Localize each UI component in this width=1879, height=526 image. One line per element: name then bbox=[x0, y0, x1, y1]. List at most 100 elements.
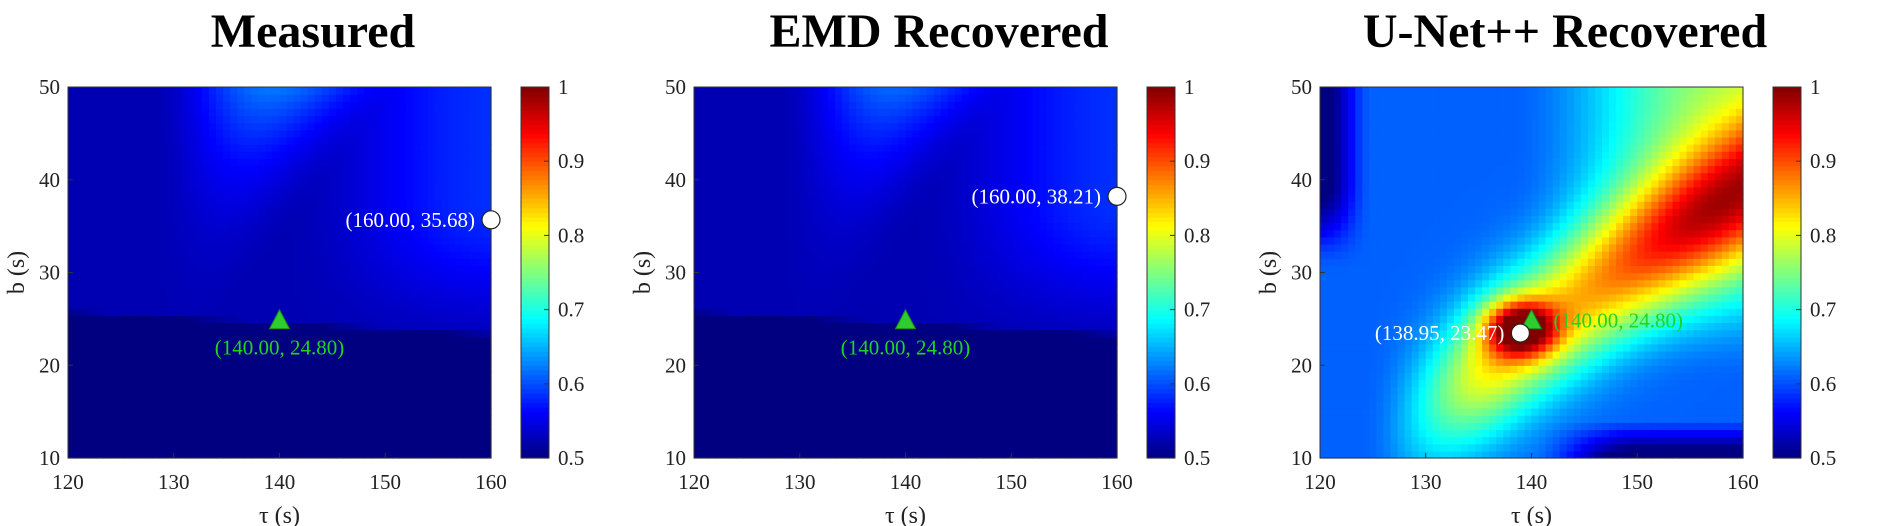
heatmap-cell bbox=[441, 186, 450, 195]
heatmap-cell bbox=[75, 358, 83, 366]
heatmap-cell bbox=[68, 258, 76, 266]
heatmap-cell bbox=[722, 87, 730, 95]
heatmap-cell bbox=[166, 258, 175, 266]
heatmap-cell bbox=[441, 243, 450, 252]
heatmap-cell bbox=[877, 201, 885, 209]
heatmap-cell bbox=[729, 372, 737, 381]
heatmap-cell bbox=[138, 336, 147, 345]
heatmap-cell bbox=[778, 101, 787, 109]
heatmap-cell bbox=[771, 108, 780, 117]
heatmap-cell bbox=[701, 208, 709, 217]
heatmap-cell bbox=[743, 208, 751, 217]
heatmap-cell bbox=[905, 101, 914, 109]
heatmap-cell bbox=[251, 251, 259, 259]
heatmap-cell bbox=[455, 144, 464, 152]
heatmap-cell bbox=[849, 293, 857, 302]
heatmap-cell bbox=[856, 322, 864, 331]
heatmap-cell bbox=[138, 436, 147, 445]
heatmap-cell bbox=[842, 265, 850, 274]
heatmap-cell bbox=[131, 122, 140, 131]
heatmap-cell bbox=[427, 350, 436, 359]
heatmap-cell bbox=[89, 443, 97, 452]
heatmap-cell bbox=[378, 379, 386, 388]
heatmap-cell bbox=[750, 443, 759, 452]
colorbar-swatch bbox=[521, 291, 549, 297]
heatmap-cell bbox=[201, 408, 210, 416]
heatmap-cell bbox=[335, 379, 344, 388]
heatmap-cell bbox=[870, 158, 878, 167]
heatmap-cell bbox=[152, 194, 161, 202]
heatmap-cell bbox=[237, 379, 245, 388]
heatmap-cell bbox=[827, 358, 836, 366]
heatmap-cell bbox=[131, 94, 140, 102]
colorbar-swatch bbox=[521, 286, 549, 292]
heatmap-cell bbox=[187, 87, 196, 95]
heatmap-cell bbox=[82, 279, 90, 288]
heatmap-cell bbox=[750, 408, 759, 416]
heatmap-cell bbox=[835, 329, 843, 338]
heatmap-cell bbox=[448, 450, 457, 459]
heatmap-cell bbox=[279, 144, 288, 152]
heatmap-cell bbox=[863, 408, 871, 416]
heatmap-cell bbox=[455, 379, 464, 388]
heatmap-cell bbox=[173, 129, 182, 138]
heatmap-cell bbox=[884, 243, 892, 252]
heatmap-cell bbox=[898, 272, 907, 281]
heatmap-cell bbox=[110, 186, 118, 195]
heatmap-cell bbox=[406, 429, 415, 438]
heatmap-cell bbox=[89, 279, 97, 288]
heatmap-cell bbox=[265, 172, 274, 181]
heatmap-cell bbox=[194, 315, 203, 324]
heatmap-cell bbox=[82, 301, 90, 309]
heatmap-cell bbox=[455, 151, 464, 159]
heatmap-cell bbox=[307, 365, 316, 373]
heatmap-cell bbox=[701, 286, 709, 295]
heatmap-cell bbox=[258, 358, 266, 366]
heatmap-cell bbox=[75, 350, 83, 359]
heatmap-cell bbox=[321, 115, 330, 124]
colorbar-swatch bbox=[521, 87, 549, 93]
heatmap-cell bbox=[392, 165, 400, 174]
heatmap-cell bbox=[223, 272, 231, 281]
heatmap-cell bbox=[124, 350, 133, 359]
heatmap-cell bbox=[335, 286, 344, 295]
heatmap-cell bbox=[286, 336, 295, 345]
heatmap-cell bbox=[328, 179, 337, 188]
colorbar-swatch bbox=[521, 263, 549, 269]
heatmap-cell bbox=[117, 208, 125, 217]
heatmap-cell bbox=[694, 422, 702, 431]
heatmap-cell bbox=[919, 136, 928, 145]
heatmap-cell bbox=[771, 386, 780, 395]
heatmap-cell bbox=[216, 208, 224, 217]
heatmap-cell bbox=[293, 293, 302, 302]
heatmap-cell bbox=[736, 336, 744, 345]
heatmap-cell bbox=[138, 222, 147, 231]
heatmap-cell bbox=[300, 115, 309, 124]
heatmap-cell bbox=[166, 422, 175, 431]
heatmap-cell bbox=[321, 372, 330, 381]
heatmap-cell bbox=[103, 236, 111, 245]
heatmap-cell bbox=[244, 343, 252, 352]
heatmap-cell bbox=[750, 265, 759, 274]
heatmap-cell bbox=[483, 101, 492, 109]
heatmap-cell bbox=[293, 436, 302, 445]
heatmap-cell bbox=[476, 408, 485, 416]
heatmap-cell bbox=[722, 94, 730, 102]
heatmap-cell bbox=[103, 129, 111, 138]
heatmap-cell bbox=[399, 293, 407, 302]
heatmap-cell bbox=[877, 336, 885, 345]
heatmap-cell bbox=[757, 144, 766, 152]
heatmap-cell bbox=[342, 94, 351, 102]
heatmap-cell bbox=[434, 422, 443, 431]
colorbar-swatch bbox=[521, 207, 549, 213]
heatmap-cell bbox=[173, 122, 182, 131]
heatmap-cell bbox=[863, 379, 871, 388]
heatmap-cell bbox=[286, 136, 295, 145]
heatmap-cell bbox=[103, 122, 111, 131]
heatmap-cell bbox=[145, 350, 154, 359]
heatmap-cell bbox=[912, 365, 921, 373]
heatmap-cell bbox=[244, 194, 252, 202]
heatmap-cell bbox=[209, 272, 217, 281]
heatmap-cell bbox=[194, 400, 203, 409]
heatmap-cell bbox=[420, 350, 429, 359]
